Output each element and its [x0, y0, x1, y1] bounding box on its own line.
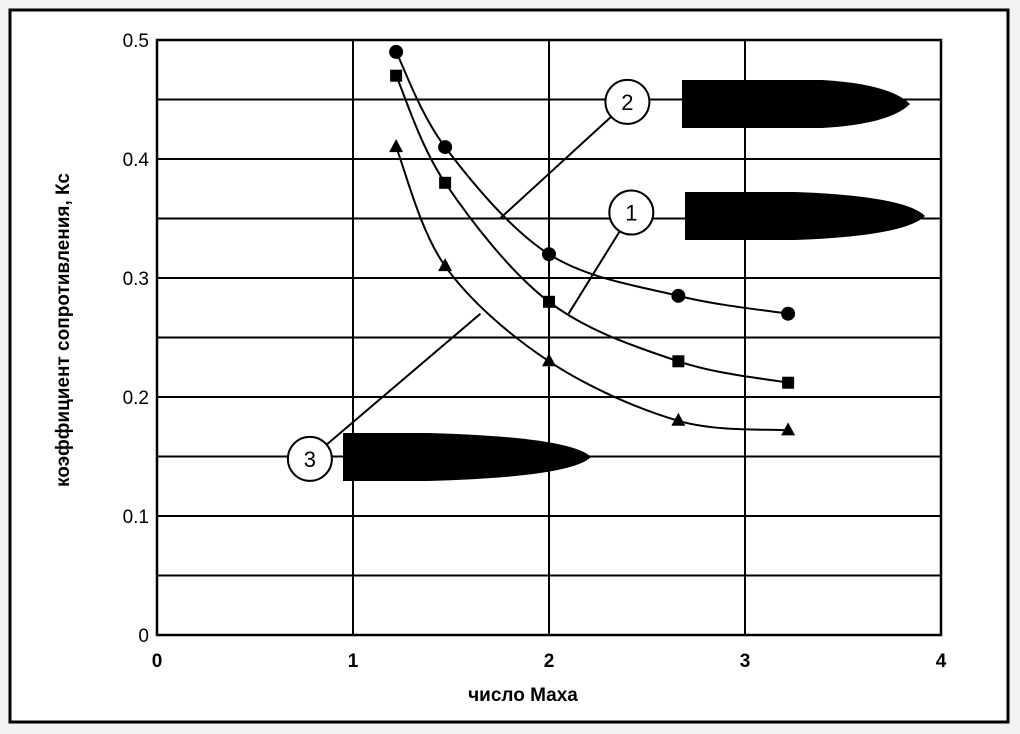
- series-1-point: [390, 69, 403, 82]
- bullet-medium-shape: [685, 192, 925, 240]
- x-tick-label: 3: [740, 651, 751, 672]
- callout-leader: [325, 312, 482, 446]
- y-tick-label: 0.3: [123, 269, 149, 290]
- x-tick-label: 4: [936, 651, 947, 672]
- callout-leader: [499, 115, 612, 220]
- series-2-point: [389, 44, 404, 59]
- y-axis-label: коэффициент сопротивления, Кс: [53, 173, 74, 487]
- plot-frame: [155, 38, 943, 637]
- series-2-point: [542, 247, 556, 262]
- x-tick-label: 0: [152, 651, 163, 672]
- series-1-point: [439, 176, 452, 189]
- x-tick-label: 2: [544, 651, 555, 672]
- series-3-point: [671, 412, 686, 426]
- series-2-point: [781, 306, 796, 321]
- callout-label: 3: [304, 447, 316, 472]
- series-2-point: [438, 140, 453, 155]
- series-3-point: [438, 258, 453, 272]
- x-axis-label: число Маха: [468, 685, 578, 706]
- bullet-blunt-shape: [682, 80, 910, 128]
- callout-label: 2: [621, 90, 633, 115]
- bullet-shapes: [343, 80, 925, 481]
- series: [389, 44, 796, 436]
- callout-circle: [604, 78, 651, 125]
- axes: 0 1 2 3 4 0 0.1 0.2 0.3 0.4 0.5: [123, 31, 947, 672]
- series-1-point: [672, 355, 685, 368]
- y-tick-label: 0.2: [123, 388, 149, 409]
- callout-leader: [567, 230, 621, 315]
- series-1-point: [782, 376, 795, 389]
- outer-border: [8, 8, 1010, 724]
- callout-circle: [608, 189, 655, 236]
- y-tick-label: 0.5: [123, 31, 149, 52]
- callout-circle: [286, 435, 333, 482]
- callouts: 2 1 3: [286, 78, 655, 482]
- series-2-point: [671, 288, 686, 303]
- x-tick-label: 1: [348, 651, 359, 672]
- bullet-pointed-shape: [343, 433, 591, 481]
- callout-label: 1: [625, 201, 637, 226]
- series-3-point: [542, 353, 556, 367]
- y-tick-label: 0.1: [123, 507, 149, 528]
- y-tick-label: 0.4: [123, 150, 150, 171]
- series-1-point: [543, 295, 555, 308]
- series-3-point: [389, 139, 404, 153]
- y-tick-label: 0: [138, 626, 149, 647]
- series-3-point: [781, 422, 796, 436]
